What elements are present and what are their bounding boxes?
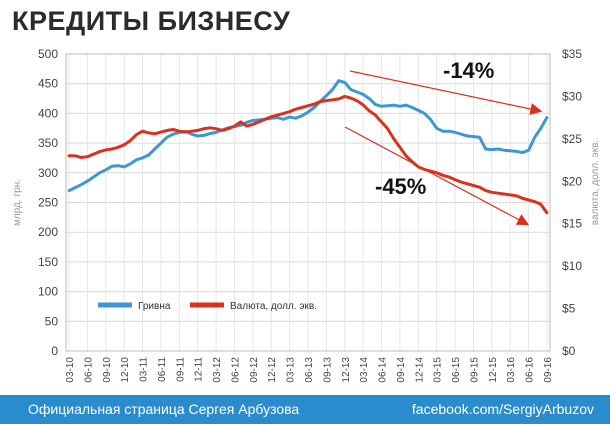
page-title: КРЕДИТЫ БИЗНЕСУ	[12, 6, 291, 36]
x-tick-label: 06-14	[378, 357, 389, 383]
x-tick-label: 06-15	[451, 357, 462, 383]
legend-label: Валюта, долл. экв.	[230, 301, 317, 312]
y2-tick-label: $20	[562, 174, 582, 188]
annotation-uah-change: -14%	[443, 58, 494, 83]
x-tick-label: 09-12	[249, 357, 260, 383]
x-tick-label: 06-12	[230, 357, 241, 383]
x-tick-label: 09-10	[102, 357, 113, 383]
x-tick-label: 06-13	[304, 357, 315, 383]
x-tick-label: 03-10	[65, 357, 76, 383]
y-tick-label: 250	[38, 196, 58, 210]
y-tick-label: 100	[38, 285, 58, 299]
x-tick-label: 09-13	[322, 357, 333, 383]
y2-tick-label: $30	[562, 89, 582, 103]
y-tick-label: 350	[38, 136, 58, 150]
series-line-fx	[67, 94, 549, 215]
x-tick-label: 12-12	[267, 357, 278, 383]
y-tick-label: 300	[38, 166, 58, 180]
x-tick-label: 03-12	[212, 357, 223, 383]
y-tick-label: 200	[38, 225, 58, 239]
x-tick-label: 03-15	[433, 357, 444, 383]
footer-page-name: Официальная страница Сергея Арбузова	[28, 401, 300, 417]
y-tick-label: 400	[38, 106, 58, 120]
y-tick-label: 0	[51, 344, 58, 358]
y-tick-label: 500	[38, 47, 58, 61]
x-tick-label: 06-11	[157, 357, 168, 382]
y2-tick-label: $15	[562, 217, 582, 231]
x-tick-label: 06-16	[525, 357, 536, 383]
y2-tick-label: $5	[562, 302, 576, 316]
x-tick-label: 12-14	[414, 357, 425, 383]
credit-chart: 0 50 100 150 200 250 300 350 400 450 500 $0 $5 $10 $15…	[12, 47, 601, 383]
trend-arrow-fx	[344, 126, 530, 226]
y2-tick-label: $35	[562, 47, 582, 61]
y-tick-label: 450	[38, 77, 58, 91]
x-tick-label: 09-11	[175, 357, 186, 382]
y2-tick-label: $25	[562, 132, 582, 146]
x-tick-label: 06-10	[83, 357, 94, 383]
annotation-fx-change: -45%	[375, 174, 426, 199]
x-tick-label: 03-16	[506, 357, 517, 383]
footer-link[interactable]: facebook.com/SergiyArbuzov	[411, 401, 594, 417]
y2-axis-label: валюта, долл. экв.	[590, 140, 601, 225]
x-tick-label: 09-16	[543, 357, 554, 383]
x-tick-label: 09-14	[396, 357, 407, 383]
trend-arrow-uah	[349, 70, 543, 115]
y-tick-label: 150	[38, 255, 58, 269]
x-tick-label: 03-11	[139, 357, 150, 382]
y-tick-label: 50	[45, 314, 59, 328]
x-tick-label: 12-11	[194, 357, 205, 382]
footer-bar: Официальная страница Сергея Арбузова fac…	[0, 395, 610, 424]
y2-tick-label: $0	[562, 344, 576, 358]
y-axis-label: млрд. грн.	[12, 179, 23, 226]
y2-tick-label: $10	[562, 259, 582, 273]
x-tick-label: 03-14	[359, 357, 370, 383]
x-tick-label: 09-15	[469, 357, 480, 383]
legend-label: Гривна	[138, 301, 171, 312]
x-tick-label: 12-15	[488, 357, 499, 383]
x-tick-label: 03-13	[286, 357, 297, 383]
plot-frame	[65, 53, 551, 352]
x-tick-label: 12-10	[120, 357, 131, 383]
x-tick-label: 12-13	[341, 357, 352, 383]
series-line-uah	[67, 79, 549, 193]
